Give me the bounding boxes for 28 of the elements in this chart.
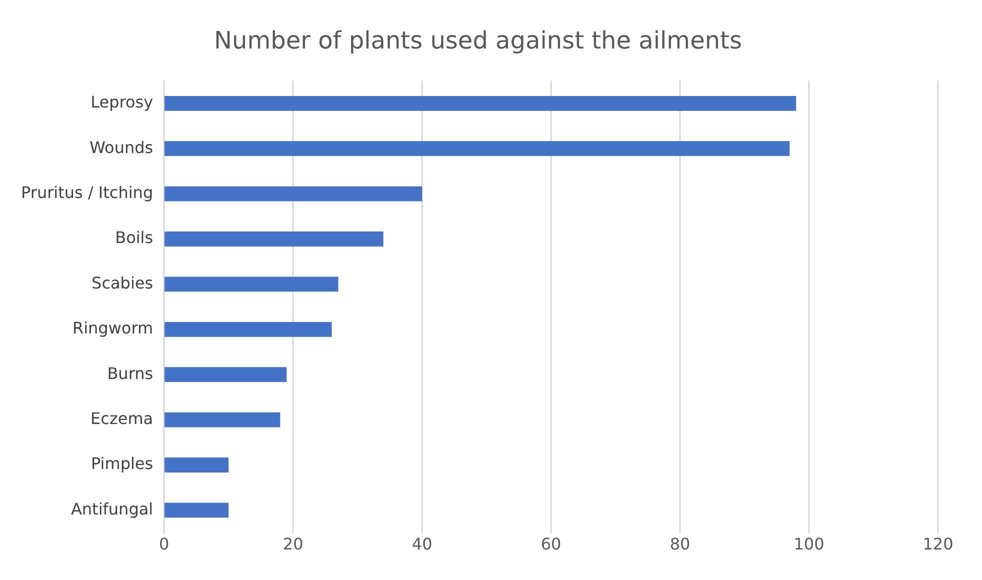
y-tick-label: Ringworm xyxy=(72,318,154,338)
y-tick-label: Eczema xyxy=(90,408,154,428)
x-tick-label: 0 xyxy=(159,534,170,554)
bar xyxy=(164,232,384,246)
y-tick-label: Pimples xyxy=(90,454,154,474)
x-tick-label: 80 xyxy=(670,534,690,554)
y-tick-label: Leprosy xyxy=(90,92,154,112)
bar xyxy=(164,276,338,292)
bar xyxy=(164,412,280,428)
bar xyxy=(164,502,229,518)
bar xyxy=(164,186,422,202)
bar xyxy=(164,367,287,382)
y-tick-label: Burns xyxy=(107,364,154,383)
x-tick-label: 20 xyxy=(282,534,304,554)
x-tick-label: 60 xyxy=(540,534,562,554)
y-tick-label: Wounds xyxy=(90,138,154,157)
x-tick-label: 120 xyxy=(922,534,954,554)
x-tick-label: 100 xyxy=(794,534,824,554)
y-tick-label: Boils xyxy=(115,228,154,248)
bar xyxy=(164,141,790,156)
y-tick-label: Scabies xyxy=(92,273,154,292)
bar xyxy=(164,96,796,111)
bar xyxy=(164,322,332,337)
y-tick-label: Antifungal xyxy=(70,499,154,518)
chart-title: Number of plants used against the ailments xyxy=(214,26,742,55)
y-tick-label: Pruritus / Itching xyxy=(21,182,154,202)
bar xyxy=(164,458,229,472)
x-tick-label: 40 xyxy=(412,534,432,554)
